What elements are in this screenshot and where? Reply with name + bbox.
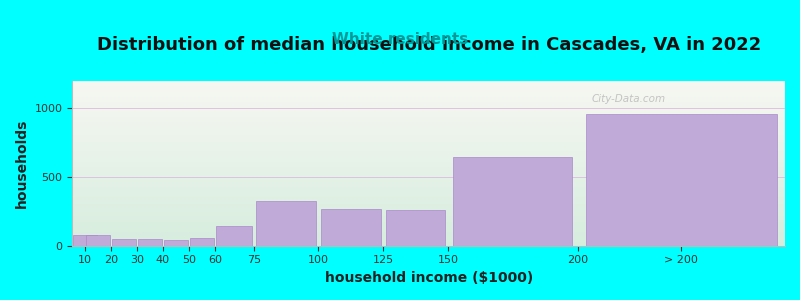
Bar: [256, 201, 316, 246]
Text: White residents: White residents: [332, 32, 468, 46]
Bar: [138, 239, 162, 246]
Bar: [74, 236, 97, 246]
X-axis label: household income ($1000): household income ($1000): [325, 271, 533, 285]
Bar: [386, 210, 446, 246]
Title: Distribution of median household income in Cascades, VA in 2022: Distribution of median household income …: [97, 36, 761, 54]
Y-axis label: households: households: [15, 118, 29, 208]
Bar: [321, 209, 381, 246]
Bar: [454, 157, 573, 246]
Bar: [216, 226, 252, 246]
Bar: [112, 239, 136, 246]
Bar: [164, 239, 188, 246]
Text: City-Data.com: City-Data.com: [591, 94, 666, 104]
Bar: [86, 235, 110, 246]
Bar: [190, 238, 214, 246]
Bar: [586, 114, 777, 246]
